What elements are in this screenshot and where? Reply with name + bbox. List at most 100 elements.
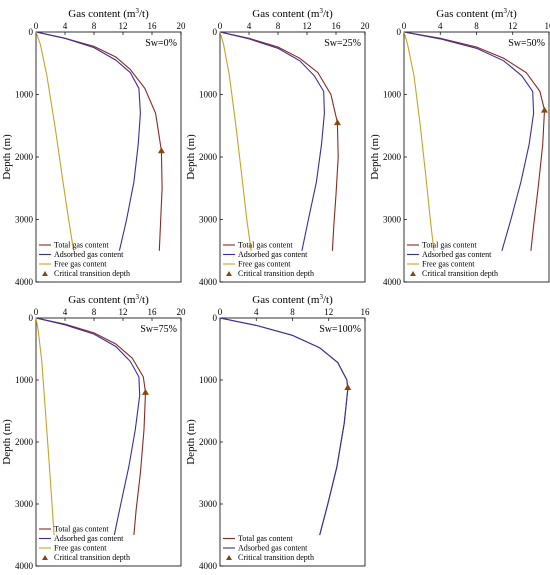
x-axis-title-sup: 3	[319, 7, 323, 15]
y-axis-title: Depth (m)	[369, 134, 381, 180]
x-axis-title-sup: 3	[503, 7, 507, 15]
series-line-total-gas-content	[403, 31, 546, 251]
x-tick-label: 8	[474, 21, 479, 31]
x-axis-title: Gas content (m3/t)	[436, 7, 517, 20]
y-tick-label: 3000	[15, 499, 34, 509]
panel-2: 0 4 8 12 16 20 0 1000 2000 3000 4000 Gas content (m…	[185, 7, 370, 287]
x-axis-title: Gas content (m3/t)	[252, 293, 333, 306]
legend-entry: Total gas content	[238, 241, 293, 250]
x-tick-label: 12	[508, 21, 517, 31]
legend-entry: Total gas content	[54, 525, 109, 534]
panel-1: 0 4 8 12 16 20 0 1000 2000 3000 4000 Gas content (m…	[1, 7, 186, 287]
legend-entry: Adsorbed gas content	[238, 250, 308, 259]
legend-marker	[226, 555, 232, 560]
x-tick-label: 4	[63, 21, 68, 31]
y-tick-label: 4000	[199, 277, 218, 287]
x-axis-title-tail: /t)	[323, 294, 333, 306]
series-line-free-gas-content	[219, 31, 252, 251]
legend-entry: Adsorbed gas content	[238, 544, 308, 553]
y-tick-label: 1000	[199, 90, 218, 100]
x-axis-title-sup: 3	[135, 7, 139, 15]
x-axis-title-main: Gas content (m	[252, 294, 320, 306]
y-tick-label: 2000	[199, 437, 218, 447]
x-tick-label: 0	[218, 307, 223, 317]
y-tick-label: 1000	[199, 375, 218, 385]
series-line-adsorbed-gas-content	[35, 31, 141, 251]
y-tick-label: 2000	[199, 152, 218, 162]
x-axis-title: Gas content (m3/t)	[68, 293, 149, 306]
y-tick-label: 4000	[15, 561, 34, 571]
y-axis-title: Depth (m)	[185, 134, 197, 180]
legend-entry: Critical transition depth	[422, 269, 498, 278]
x-axis-title: Gas content (m3/t)	[68, 7, 149, 20]
series-line-free-gas-content	[35, 31, 75, 251]
x-tick-label: 12	[119, 21, 128, 31]
y-tick-label: 0	[213, 313, 218, 323]
legend-entry: Adsorbed gas content	[54, 250, 124, 259]
legend-marker	[226, 271, 232, 276]
x-axis-title-tail: /t)	[139, 294, 149, 306]
y-tick-label: 3000	[199, 499, 218, 509]
series-line-total-gas-content	[219, 31, 339, 251]
critical-transition-point	[157, 147, 165, 154]
panel-4: 0 4 8 12 16 20 0 1000 2000 3000 4000 Gas content (m…	[1, 293, 186, 571]
x-tick-label: 8	[92, 307, 97, 317]
x-tick-label: 8	[92, 21, 97, 31]
legend-entry: Critical transition depth	[238, 553, 314, 562]
x-axis-title-tail: /t)	[507, 8, 517, 20]
x-tick-label: 8	[276, 21, 281, 31]
x-tick-label: 8	[290, 307, 295, 317]
panel-label: Sw=50%	[508, 38, 545, 49]
series-line-adsorbed-gas-content	[219, 317, 349, 536]
series-line-total-gas-content	[35, 317, 147, 536]
x-axis-title-main: Gas content (m	[68, 294, 136, 306]
y-tick-label: 4000	[199, 561, 218, 571]
x-tick-label: 4	[247, 21, 252, 31]
y-tick-label: 0	[29, 27, 34, 37]
x-tick-label: 16	[148, 21, 158, 31]
panel-label: Sw=0%	[145, 38, 177, 49]
y-axis-title: Depth (m)	[185, 419, 197, 465]
x-tick-label: 0	[218, 21, 223, 31]
x-axis-title-main: Gas content (m	[68, 8, 136, 20]
legend-entry: Free gas content	[54, 260, 107, 269]
x-tick-label: 16	[545, 21, 550, 31]
critical-transition-point	[540, 106, 548, 113]
x-tick-label: 0	[402, 21, 407, 31]
y-tick-label: 2000	[15, 437, 34, 447]
y-tick-label: 1000	[15, 90, 34, 100]
legend-entry: Adsorbed gas content	[54, 534, 124, 543]
x-axis-title-sup: 3	[135, 293, 139, 301]
panel-3: 0 4 8 12 16 0 1000 2000 3000 4000 Gas content (m3/…	[369, 7, 550, 287]
x-tick-label: 4	[254, 307, 259, 317]
y-tick-label: 0	[397, 27, 402, 37]
y-tick-label: 0	[213, 27, 218, 37]
legend-marker	[42, 271, 48, 276]
legend-entry: Critical transition depth	[238, 269, 314, 278]
x-tick-label: 12	[303, 21, 312, 31]
x-axis-title-tail: /t)	[323, 8, 333, 20]
legend-entry: Free gas content	[422, 260, 475, 269]
y-tick-label: 1000	[15, 375, 34, 385]
x-axis-title-main: Gas content (m	[252, 8, 320, 20]
legend-marker	[410, 271, 416, 276]
series-line-free-gas-content	[403, 31, 435, 251]
x-tick-label: 16	[361, 307, 371, 317]
legend-entry: Total gas content	[422, 241, 477, 250]
x-axis-title-sup: 3	[319, 293, 323, 301]
x-axis-title: Gas content (m3/t)	[252, 7, 333, 20]
legend-entry: Total gas content	[54, 241, 109, 250]
legend-marker	[42, 555, 48, 560]
panel-label: Sw=100%	[319, 324, 361, 335]
x-tick-label: 16	[332, 21, 342, 31]
x-tick-label: 12	[119, 307, 128, 317]
legend-entry: Adsorbed gas content	[422, 250, 492, 259]
x-axis-title-main: Gas content (m	[436, 8, 504, 20]
panel-label: Sw=25%	[324, 38, 361, 49]
series-line-free-gas-content	[35, 317, 55, 536]
critical-transition-point	[141, 388, 149, 395]
x-tick-label: 4	[63, 307, 68, 317]
x-axis-title-tail: /t)	[139, 8, 149, 20]
y-tick-label: 2000	[15, 152, 34, 162]
